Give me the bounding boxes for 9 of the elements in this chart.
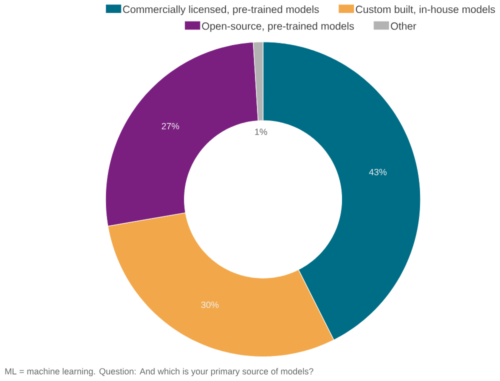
legend-label: Open-source, pre-trained models — [202, 22, 354, 32]
data-label: 27% — [162, 123, 180, 130]
legend-label: Other — [390, 22, 416, 30]
data-label: 30% — [201, 302, 219, 308]
data-label: 1% — [255, 128, 268, 136]
legend-label: Custom built, in-house models — [356, 6, 495, 14]
data-label: 43% — [369, 168, 387, 176]
text: ML = machine learning. Question: And which is your primary source of models? — [5, 368, 314, 376]
legend-label: Commercially licensed, pre-trained models — [123, 6, 319, 16]
